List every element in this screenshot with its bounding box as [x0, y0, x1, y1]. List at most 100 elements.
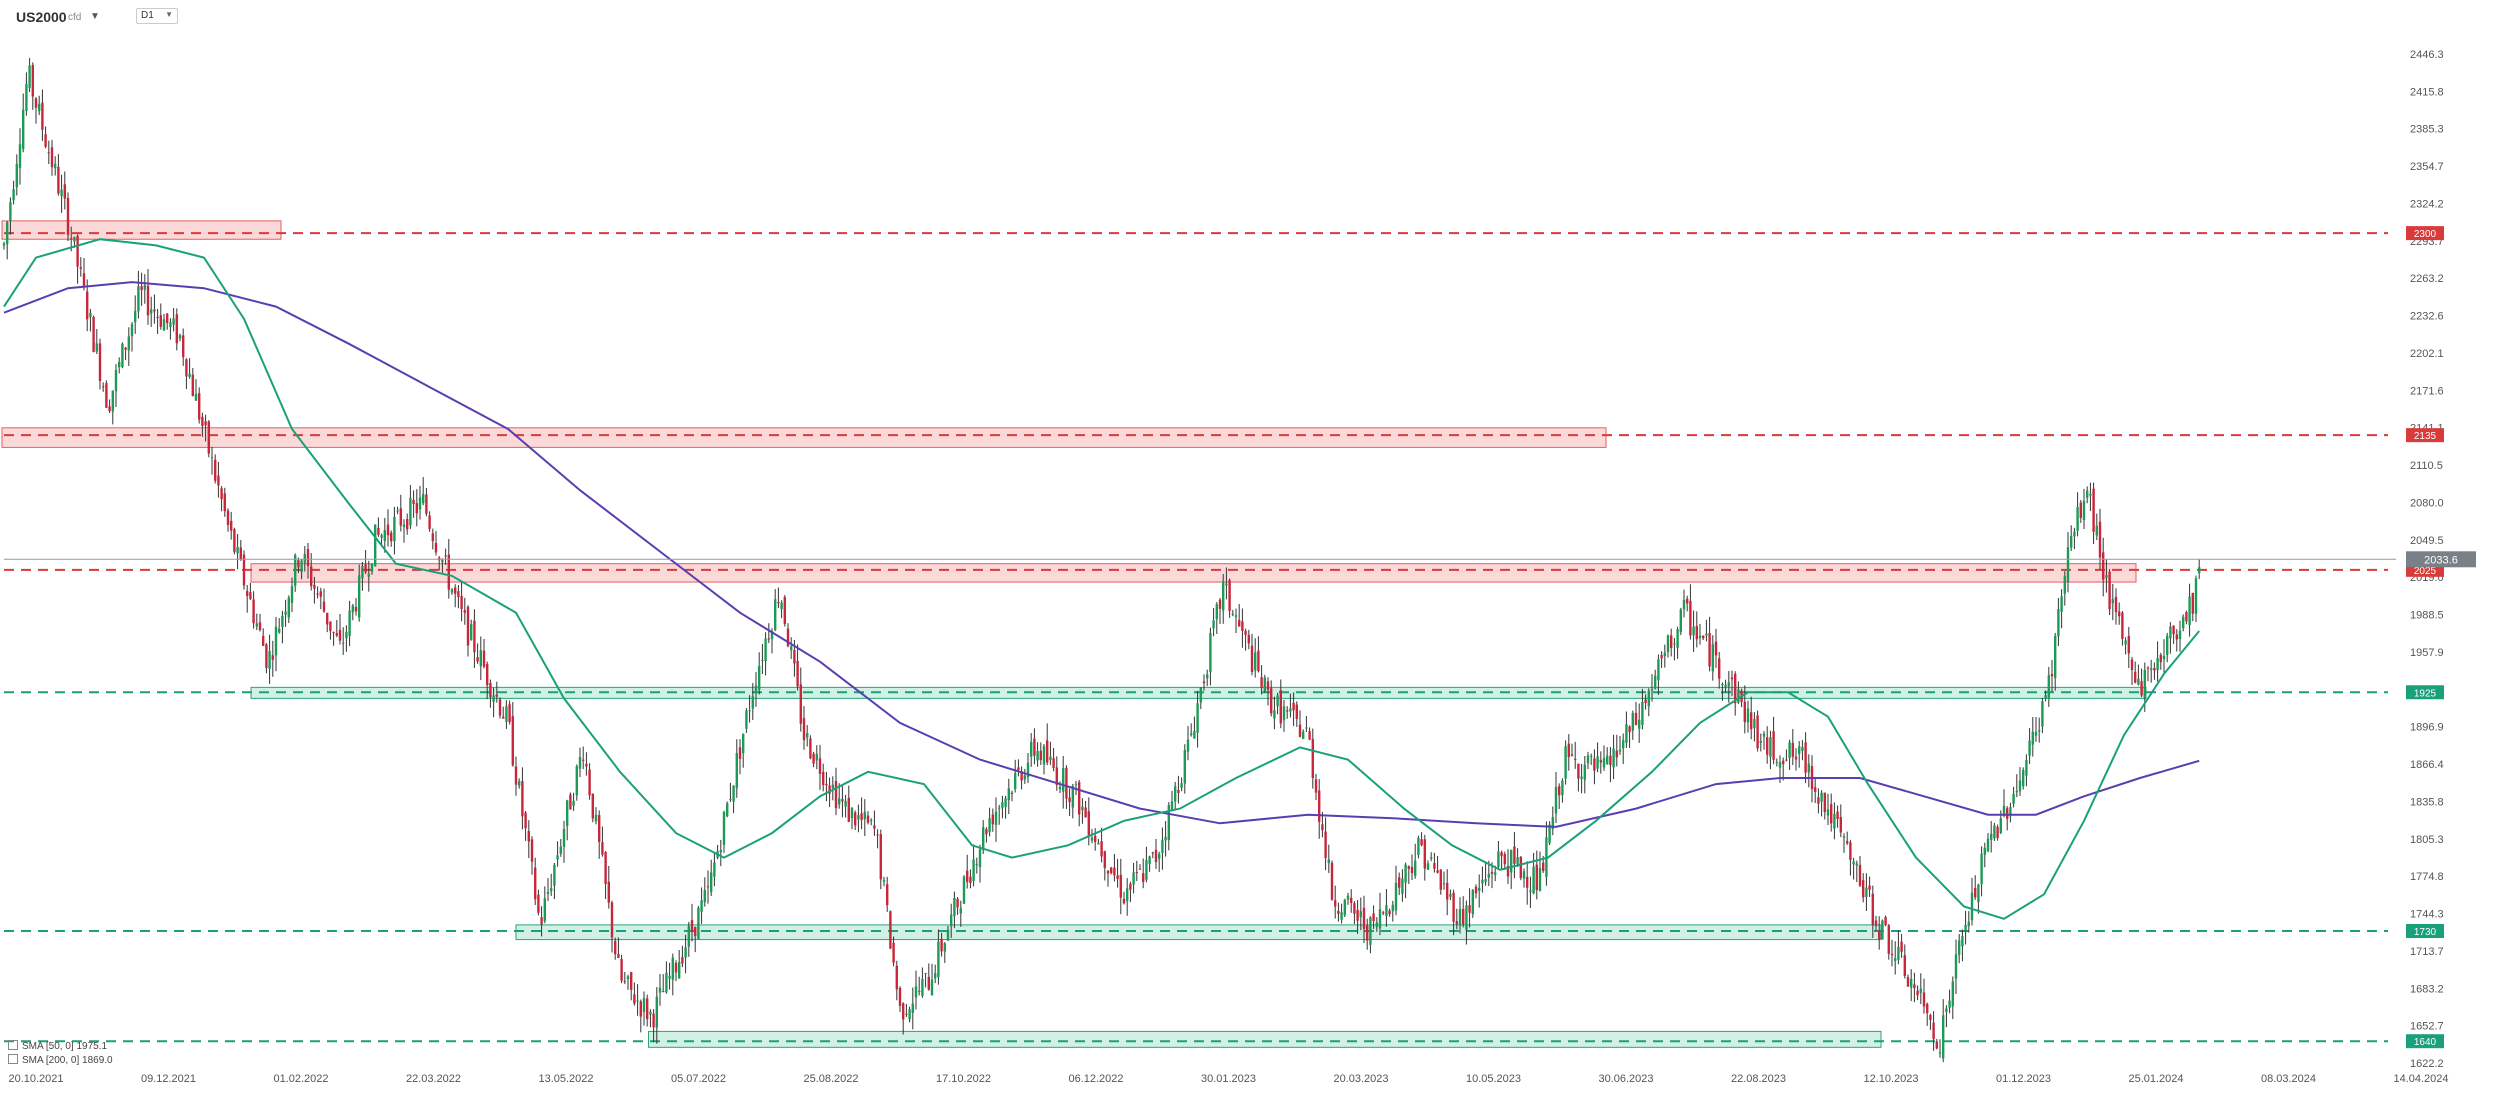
candle-body	[2178, 630, 2182, 639]
candle-body	[1887, 925, 1890, 954]
candle-body	[2102, 552, 2105, 580]
candle-body	[834, 780, 838, 809]
candle-body	[457, 591, 460, 597]
candle-body	[1602, 758, 1606, 768]
candle-body	[742, 733, 745, 754]
candle-body	[796, 660, 799, 687]
candle-body	[377, 527, 380, 535]
timeframe-select[interactable]: D1 ▼	[136, 8, 178, 24]
legend-sma-200[interactable]: SMA [200, 0] 1869.0	[8, 1054, 113, 1066]
candle-body	[710, 872, 713, 893]
candle-body	[655, 996, 658, 1028]
zone-rect-2[interactable]	[250, 563, 2137, 583]
candle-body	[1030, 741, 1033, 757]
candle-body	[134, 310, 137, 323]
candle-body	[1126, 888, 1129, 901]
last-price-text: 2033.6	[2424, 554, 2458, 566]
candle-body	[626, 976, 630, 980]
candle-body	[1839, 817, 1842, 833]
legend-sma-50[interactable]: SMA [50, 0] 1975.1	[8, 1040, 107, 1052]
candle-body	[175, 314, 178, 344]
candle-body	[1135, 871, 1138, 873]
zone-rect-1[interactable]	[1, 427, 1607, 448]
candle-body	[370, 563, 374, 572]
zone-rect-5[interactable]	[648, 1030, 1882, 1048]
candle-body	[722, 811, 726, 845]
candle-body	[671, 957, 674, 980]
candle-body	[790, 646, 793, 651]
candle-body	[313, 584, 316, 589]
candle-body	[879, 834, 882, 880]
candle-body	[546, 891, 550, 894]
candle-body	[690, 920, 694, 932]
candle-body	[1961, 936, 1964, 947]
candle-body	[1503, 853, 1506, 865]
candle-body	[287, 597, 290, 618]
indicator-settings-icon[interactable]	[8, 1040, 18, 1050]
candle-body	[258, 622, 262, 630]
candle-body	[239, 547, 242, 560]
candle-body	[1228, 580, 1231, 611]
symbol-dropdown-icon[interactable]: ▼	[90, 11, 100, 22]
zone-rect-4[interactable]	[515, 924, 1882, 941]
x-tick-label: 05.07.2022	[671, 1073, 726, 1085]
candle-body	[860, 813, 863, 820]
symbol-label[interactable]: US2000	[16, 9, 67, 25]
candle-body	[322, 601, 326, 612]
candle-body	[1820, 792, 1823, 802]
candle-body	[2006, 808, 2009, 819]
candle-body	[534, 867, 537, 900]
candle-body	[374, 524, 377, 567]
candle-body	[1238, 620, 1241, 627]
candle-body	[1881, 920, 1884, 940]
candle-body	[1420, 839, 1423, 846]
candle-body	[1119, 874, 1122, 898]
indicator-settings-icon[interactable]	[8, 1054, 18, 1064]
candle-body	[1330, 862, 1334, 900]
candle-body	[844, 800, 847, 807]
candle-body	[18, 144, 22, 168]
candle-body	[1401, 878, 1404, 894]
level-tag-1640	[2406, 1034, 2444, 1049]
x-tick-label: 08.03.2024	[2261, 1073, 2316, 1085]
candle-body	[1314, 779, 1318, 793]
candle-body	[1654, 675, 1657, 689]
candle-body	[556, 855, 559, 860]
candle-body	[1433, 863, 1436, 869]
candle-body	[1186, 739, 1190, 752]
candle-body	[1337, 910, 1340, 914]
candle-body	[498, 699, 502, 716]
candle-body	[159, 315, 162, 327]
candle-body	[598, 815, 601, 842]
candle-body	[2009, 806, 2012, 817]
candle-body	[1734, 673, 1737, 704]
candle-body	[946, 930, 950, 941]
candle-body	[818, 758, 822, 774]
candle-body	[1062, 768, 1065, 792]
candle-body	[98, 343, 102, 381]
candle-body	[364, 564, 367, 573]
candle-body	[150, 309, 153, 314]
candle-body	[607, 881, 610, 903]
zone-rect-0[interactable]	[1, 220, 282, 240]
candle-body	[1100, 841, 1103, 857]
candle-body	[1020, 771, 1023, 781]
candle-body	[902, 1003, 905, 1020]
candle-body	[972, 859, 975, 882]
candle-body	[1922, 992, 1926, 1007]
candle-body	[399, 508, 402, 526]
candle-body	[2063, 575, 2066, 594]
candle-body	[1500, 852, 1503, 857]
candle-body	[1116, 875, 1119, 879]
candle-body	[2012, 793, 2015, 804]
candle-body	[1110, 867, 1113, 874]
candle-body	[2079, 502, 2082, 518]
x-tick-label: 22.03.2022	[406, 1073, 461, 1085]
candle-body	[492, 695, 495, 702]
candle-body	[1622, 740, 1625, 749]
candle-body	[1180, 783, 1183, 788]
candle-body	[146, 285, 150, 316]
candle-body	[1391, 904, 1394, 912]
candle-body	[1708, 633, 1711, 667]
